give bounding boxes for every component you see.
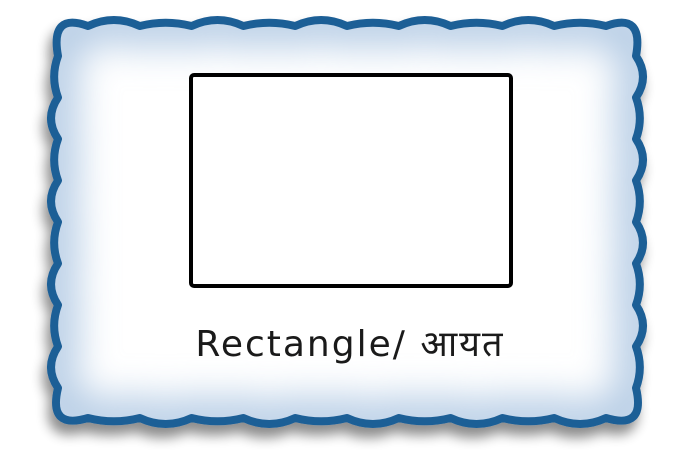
rectangle-shape-icon: [189, 73, 513, 288]
shape-caption: Rectangle/ आयत: [0, 318, 700, 367]
caption-english: Rectangle: [195, 324, 393, 365]
caption-hindi: आयत: [420, 324, 505, 365]
caption-separator: /: [392, 324, 407, 365]
